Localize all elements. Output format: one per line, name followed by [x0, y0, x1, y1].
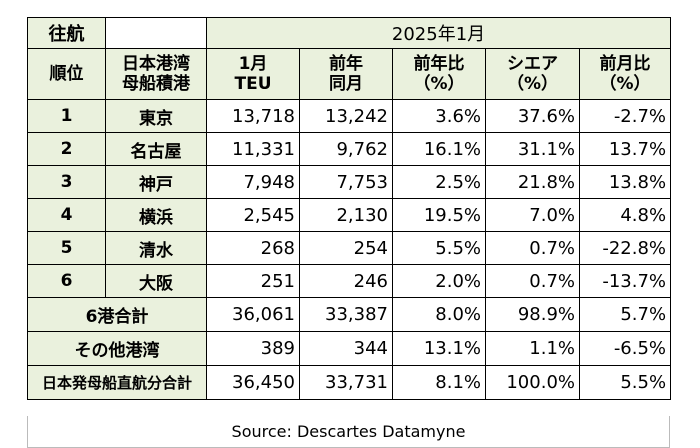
teu-cell: 389 — [206, 331, 300, 366]
teu-cell: 13,718 — [206, 99, 300, 133]
blank-cell — [105, 17, 207, 49]
share-cell: 21.8% — [485, 165, 580, 199]
teu-cell: 2,545 — [206, 198, 300, 232]
port-name-cell: 東京 — [105, 99, 207, 133]
yoy-cell: 2.0% — [392, 264, 486, 298]
teu-cell: 11,331 — [206, 132, 300, 166]
period-label: 2025年1月 — [205, 17, 672, 49]
prev-year-cell: 344 — [299, 331, 393, 366]
teu-cell: 7,948 — [206, 165, 300, 199]
port-row: 3 神戸 7,948 7,753 2.5% 21.8% 13.8% — [27, 165, 672, 199]
port-row: 5 清水 268 254 5.5% 0.7% -22.8% — [27, 231, 672, 265]
teu-cell: 251 — [206, 264, 300, 298]
prev-year-cell: 33,731 — [299, 365, 393, 400]
share-cell: 31.1% — [485, 132, 580, 166]
source-note: Source: Descartes Datamyne — [27, 416, 670, 448]
rank-cell: 4 — [27, 198, 106, 232]
prev-year-cell: 13,242 — [299, 99, 393, 133]
mom-cell: 4.8% — [578, 198, 672, 232]
col-yoy-header: 前年比 （%） — [392, 48, 486, 100]
summary-label-cell: 6港合計 — [27, 297, 207, 332]
yoy-cell: 13.1% — [392, 331, 486, 366]
mom-cell: 13.7% — [578, 132, 672, 166]
yoy-cell: 3.6% — [392, 99, 486, 133]
rank-cell: 1 — [27, 99, 106, 133]
prev-year-cell: 33,387 — [299, 297, 393, 332]
share-cell: 37.6% — [485, 99, 580, 133]
col-share-header: シエア （%） — [485, 48, 580, 100]
port-name-cell: 清水 — [105, 231, 207, 265]
teu-cell: 36,061 — [206, 297, 300, 332]
port-name-cell: 名古屋 — [105, 132, 207, 166]
port-ranking-table-container: 往航 2025年1月 順位 日本港湾 母船積港 1月 TEU 前年 同月 前年比 （%）… — [27, 17, 672, 448]
summary-label-cell: 日本発母船直航分合計 — [27, 365, 207, 400]
yoy-cell: 19.5% — [392, 198, 486, 232]
col-rank-header: 順位 — [27, 48, 106, 100]
yoy-cell: 8.1% — [392, 365, 486, 400]
prev-year-cell: 246 — [299, 264, 393, 298]
mom-cell: 5.5% — [578, 365, 672, 400]
port-row: 6 大阪 251 246 2.0% 0.7% -13.7% — [27, 264, 672, 298]
column-header-row: 順位 日本港湾 母船積港 1月 TEU 前年 同月 前年比 （%） シエア （%） 前月比… — [27, 48, 672, 100]
port-row: 2 名古屋 11,331 9,762 16.1% 31.1% 13.7% — [27, 132, 672, 166]
rank-cell: 2 — [27, 132, 106, 166]
yoy-cell: 5.5% — [392, 231, 486, 265]
yoy-cell: 16.1% — [392, 132, 486, 166]
title-row: 往航 2025年1月 — [27, 17, 672, 49]
yoy-cell: 8.0% — [392, 297, 486, 332]
port-row: 4 横浜 2,545 2,130 19.5% 7.0% 4.8% — [27, 198, 672, 232]
mom-cell: -13.7% — [578, 264, 672, 298]
col-mom-header: 前月比 （%） — [578, 48, 672, 100]
share-cell: 98.9% — [485, 297, 580, 332]
direction-label: 往航 — [27, 17, 106, 49]
share-cell: 100.0% — [485, 365, 580, 400]
port-ranking-table: 往航 2025年1月 順位 日本港湾 母船積港 1月 TEU 前年 同月 前年比 （%）… — [27, 17, 672, 400]
mom-cell: -22.8% — [578, 231, 672, 265]
prev-year-cell: 254 — [299, 231, 393, 265]
mom-cell: -2.7% — [578, 99, 672, 133]
summary-row: その他港湾 389 344 13.1% 1.1% -6.5% — [27, 331, 672, 366]
summary-row: 日本発母船直航分合計 36,450 33,731 8.1% 100.0% 5.5% — [27, 365, 672, 400]
share-cell: 0.7% — [485, 231, 580, 265]
col-port-header: 日本港湾 母船積港 — [105, 48, 207, 100]
yoy-cell: 2.5% — [392, 165, 486, 199]
teu-cell: 268 — [206, 231, 300, 265]
rank-cell: 6 — [27, 264, 106, 298]
prev-year-cell: 9,762 — [299, 132, 393, 166]
summary-label-cell: その他港湾 — [27, 331, 207, 366]
port-name-cell: 横浜 — [105, 198, 207, 232]
prev-year-cell: 2,130 — [299, 198, 393, 232]
share-cell: 0.7% — [485, 264, 580, 298]
share-cell: 1.1% — [485, 331, 580, 366]
share-cell: 7.0% — [485, 198, 580, 232]
col-prev-header: 前年 同月 — [299, 48, 393, 100]
port-row: 1 東京 13,718 13,242 3.6% 37.6% -2.7% — [27, 99, 672, 133]
rank-cell: 3 — [27, 165, 106, 199]
port-name-cell: 神戸 — [105, 165, 207, 199]
mom-cell: -6.5% — [578, 331, 672, 366]
mom-cell: 13.8% — [578, 165, 672, 199]
prev-year-cell: 7,753 — [299, 165, 393, 199]
port-name-cell: 大阪 — [105, 264, 207, 298]
mom-cell: 5.7% — [578, 297, 672, 332]
teu-cell: 36,450 — [206, 365, 300, 400]
summary-row: 6港合計 36,061 33,387 8.0% 98.9% 5.7% — [27, 297, 672, 332]
col-teu-header: 1月 TEU — [206, 48, 300, 100]
rank-cell: 5 — [27, 231, 106, 265]
